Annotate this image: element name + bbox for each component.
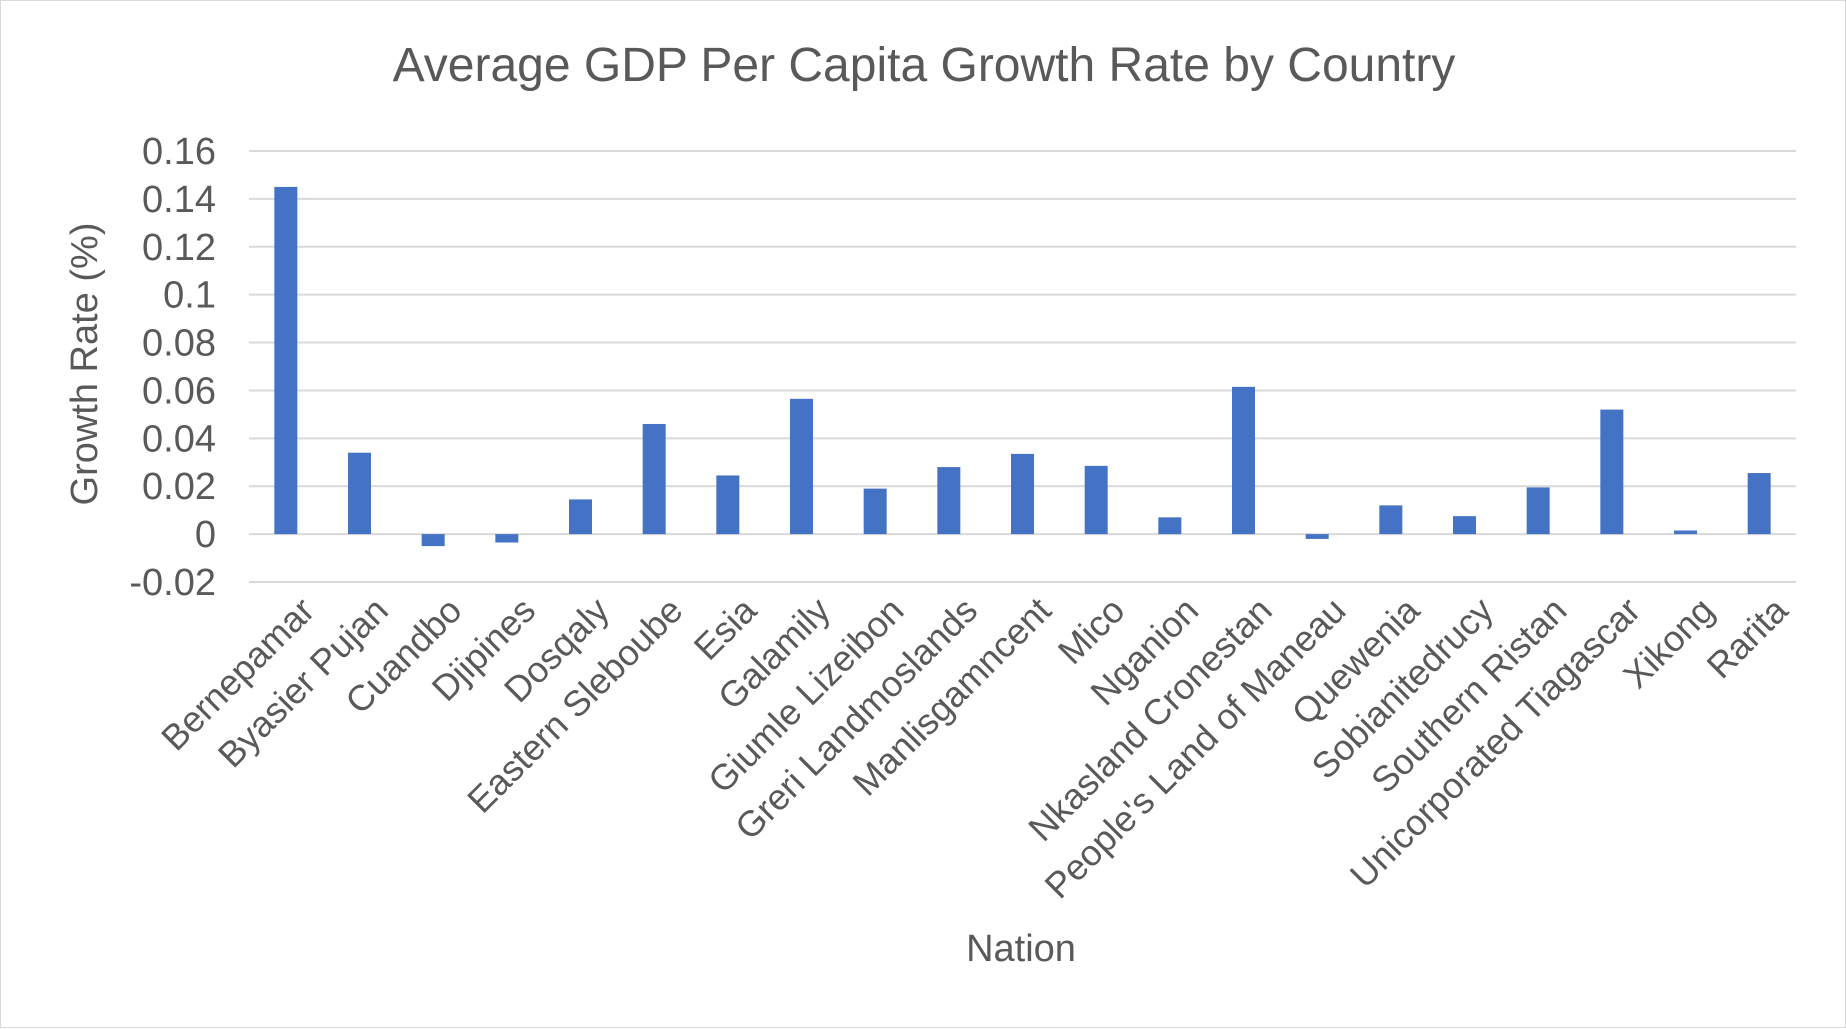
y-tick-label: 0.02 — [142, 466, 216, 508]
bar — [569, 499, 592, 535]
y-tick-label: 0.06 — [142, 370, 216, 412]
y-tick-label: 0.16 — [142, 131, 216, 173]
bar — [1084, 465, 1108, 535]
bar — [1379, 505, 1403, 535]
bar — [1600, 409, 1624, 535]
chart-title: Average GDP Per Capita Growth Rate by Co… — [393, 39, 1456, 92]
bar — [274, 186, 298, 535]
y-tick-label: 0.1 — [163, 275, 216, 317]
bar — [495, 534, 519, 543]
bar — [1526, 487, 1550, 535]
bar — [1747, 473, 1771, 535]
bar — [348, 452, 371, 535]
y-axis-ticks: -0.02 0 0.02 0.04 0.06 0.08 0.1 0.12 0.14 0.16 — [129, 131, 216, 604]
bar — [1232, 386, 1255, 535]
bar — [1453, 516, 1476, 535]
bar — [642, 423, 666, 535]
y-tick-label: 0.14 — [142, 179, 216, 221]
bar — [1011, 453, 1034, 535]
bar — [716, 475, 740, 535]
y-tick-label: 0.04 — [142, 418, 216, 460]
x-axis-title: Nation — [966, 928, 1076, 970]
y-tick-label: 0.08 — [142, 323, 216, 365]
y-axis-title: Growth Rate (%) — [64, 223, 106, 506]
y-tick-label: -0.02 — [129, 562, 216, 604]
bars — [274, 186, 1771, 547]
bar — [421, 534, 445, 547]
y-tick-label: 0 — [195, 514, 216, 556]
bar — [1158, 517, 1182, 535]
x-category-label: Rarita — [1699, 589, 1797, 687]
bar — [1305, 534, 1329, 539]
bar — [790, 398, 813, 535]
bar — [863, 488, 887, 535]
bar — [1674, 530, 1697, 535]
bar — [937, 467, 961, 535]
y-tick-label: 0.12 — [142, 227, 216, 269]
